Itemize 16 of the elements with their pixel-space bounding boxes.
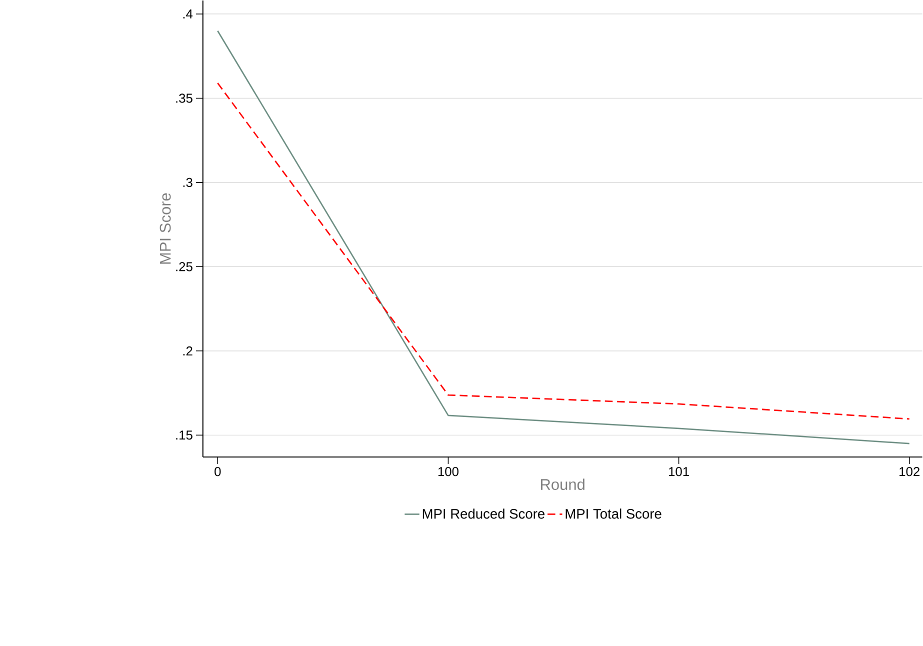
x-tick-label: 0 <box>214 467 221 476</box>
y-tick-label: .3 <box>183 178 192 188</box>
y-axis-title: MPI Score <box>160 193 171 264</box>
y-tick-label: .4 <box>183 10 193 19</box>
legend-label: MPI Reduced Score <box>422 508 544 519</box>
y-tick-label: .15 <box>176 430 192 440</box>
y-tick-label: .2 <box>183 346 192 356</box>
line-series <box>216 30 910 444</box>
x-tick-label: 101 <box>669 467 689 476</box>
x-tick-label: 100 <box>438 467 458 476</box>
y-tick-label: .35 <box>176 94 192 103</box>
line-series <box>216 82 910 420</box>
x-tick-label: 102 <box>900 467 920 476</box>
y-tick-label: .25 <box>176 262 192 272</box>
legend-label: MPI Total Score <box>566 508 662 519</box>
x-axis-title: Round <box>541 478 584 490</box>
